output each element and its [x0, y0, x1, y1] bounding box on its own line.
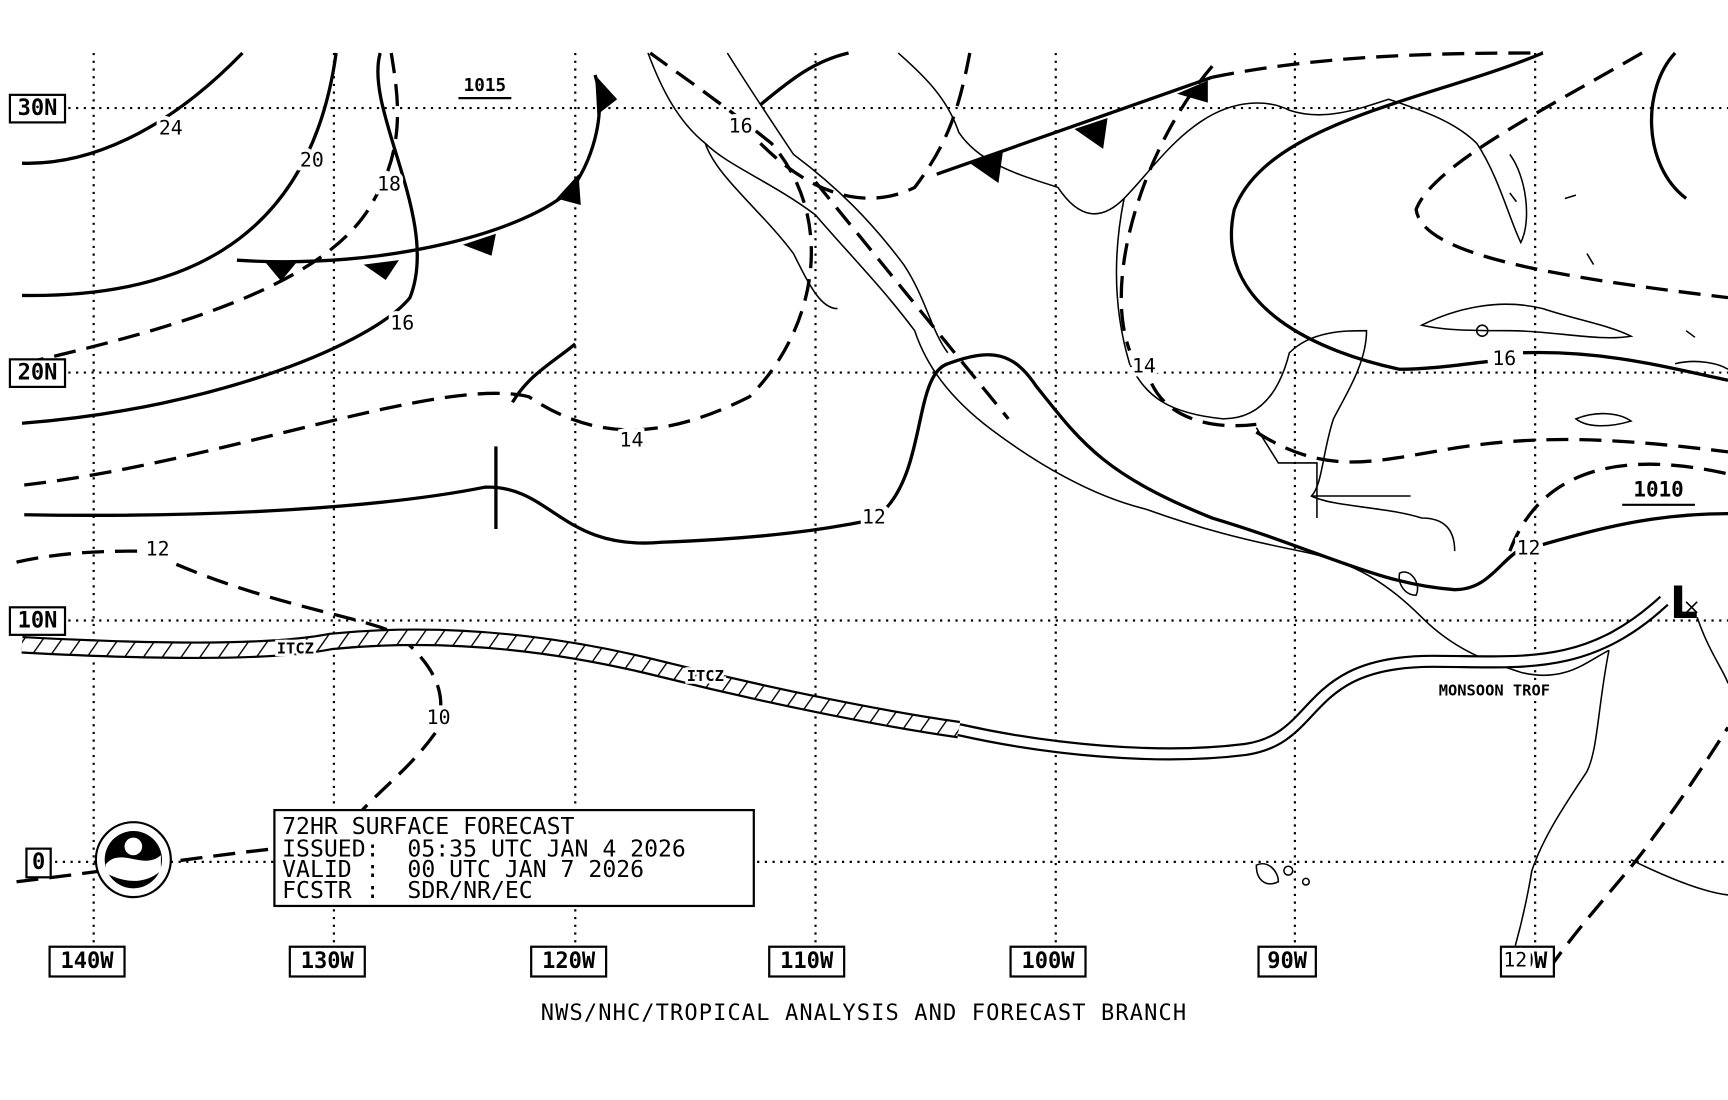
isobar-label: 14 — [620, 428, 644, 451]
longitude-label: 100W — [1022, 949, 1076, 974]
latitude-label: 10N — [18, 609, 58, 634]
latitude-label: 30N — [18, 96, 58, 121]
monsoon-trough-label: MONSOON TROF — [1439, 682, 1550, 700]
longitude-label: 90W — [1267, 949, 1308, 974]
label-box — [530, 945, 608, 978]
longitude-label: 120W — [542, 949, 596, 974]
noaa-logo — [94, 821, 172, 899]
label-box — [8, 358, 67, 388]
label-mask — [1502, 948, 1531, 975]
fronts — [236, 51, 1543, 282]
forecast-info-line: ISSUED: 05:35 UTC JAN 4 2026 — [282, 836, 686, 862]
itcz-label: ITCZ — [277, 640, 314, 658]
latitude-label: 20N — [18, 361, 58, 386]
longitude-label: 130W — [301, 949, 355, 974]
isobar-label: 10 — [427, 706, 451, 729]
low-pressure-center: L — [1670, 578, 1698, 629]
label-box — [1009, 945, 1087, 978]
low-center-marker — [1685, 601, 1698, 614]
isobar-label: 12 — [1517, 536, 1541, 559]
forecast-info-line: FCSTR : SDR/NR/EC — [282, 878, 533, 904]
itcz-label: ITCZ — [687, 667, 724, 685]
isobar-label: 18 — [377, 173, 401, 196]
isobar-label: 16 — [390, 312, 414, 335]
label-box — [48, 945, 126, 978]
isobar-label: 12 — [146, 538, 170, 561]
isobar-label: 1015 — [464, 76, 506, 96]
isobar-label: 20 — [300, 148, 324, 171]
label-box — [8, 606, 67, 636]
footer: NWS/NHC/TROPICAL ANALYSIS AND FORECAST B… — [541, 1001, 1187, 1026]
label-box — [25, 847, 52, 879]
isobar-label: 1010 — [1633, 477, 1683, 501]
longitude-label: 140W — [61, 949, 115, 974]
isobar-label: 16 — [1492, 347, 1516, 370]
longitude-labels: 140W 130W 120W 110W 100W 90W 80W 12 — [48, 945, 1555, 978]
forecast-info-line: VALID : 00 UTC JAN 7 2026 — [282, 857, 644, 883]
label-box — [8, 93, 67, 124]
coastlines — [647, 52, 1728, 946]
itcz — [21, 595, 1669, 761]
longitude-label: 110W — [780, 949, 834, 974]
forecast-info-line: 72HR SURFACE FORECAST — [282, 814, 574, 840]
isobar-label: 14 — [1132, 355, 1156, 378]
label-box — [1257, 945, 1317, 978]
isobar-label: 24 — [159, 117, 183, 140]
latitude-label: 0 — [32, 850, 45, 875]
forecast-box: 72HR SURFACE FORECAST ISSUED: 05:35 UTC … — [273, 808, 755, 908]
label-box — [288, 945, 366, 978]
forecast-box-frame — [273, 808, 755, 908]
latitude-labels: 30N 20N 10N 0 — [8, 93, 67, 879]
isobar-label: 12 — [862, 506, 886, 529]
label-box — [768, 945, 846, 978]
isobar-label: 16 — [729, 114, 753, 137]
isobar-label: 12 — [1503, 949, 1527, 972]
isobar-labels: 1015 24 20 18 16 16 14 14 16 12 12 12 10… — [142, 72, 1695, 733]
